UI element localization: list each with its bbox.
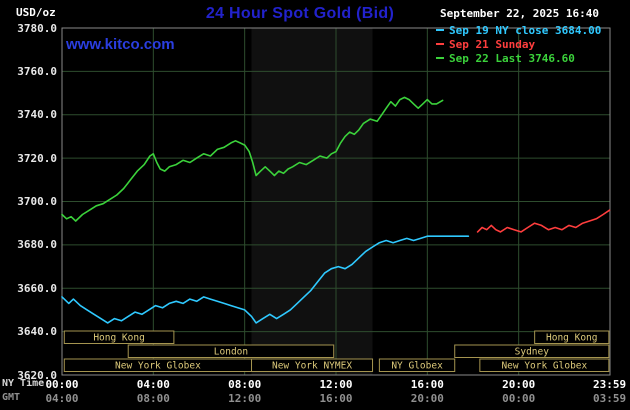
- session-label: New York Globex: [501, 361, 587, 372]
- chart-datetime: September 22, 2025 16:40: [440, 7, 599, 20]
- session-label: Sydney: [515, 347, 550, 358]
- session-box: [127, 344, 335, 358]
- series-line-sep22-last: [61, 96, 444, 222]
- legend-item: Sep 19 NY close 3684.00: [436, 23, 601, 37]
- plot-border: [61, 27, 611, 376]
- session-label: NY Globex: [391, 361, 443, 372]
- session-box: [479, 358, 610, 372]
- legend-marker-icon: [436, 57, 444, 59]
- session-label: London: [214, 347, 248, 358]
- series-line-sep19-ny-close: [61, 235, 470, 324]
- legend-label: Sep 22 Last 3746.60: [449, 51, 575, 65]
- legend-item: Sep 22 Last 3746.60: [436, 51, 601, 65]
- page-title: 24 Hour Spot Gold (Bid): [205, 5, 395, 22]
- session-box: [251, 358, 374, 372]
- legend-label: Sep 21 Sunday: [449, 37, 536, 51]
- unit-label: USD/oz: [16, 6, 56, 19]
- kitco-watermark-link[interactable]: www.kitco.com: [66, 36, 175, 53]
- session-label: New York NYMEX: [272, 361, 352, 372]
- session-label: New York Globex: [115, 361, 201, 372]
- session-box: [378, 358, 456, 372]
- session-label: Hong Kong: [93, 333, 144, 344]
- session-box: [63, 330, 175, 344]
- session-box: [534, 330, 610, 344]
- session-label: Hong Kong: [546, 333, 597, 344]
- series-line-sep21-sunday: [476, 209, 611, 233]
- legend-label: Sep 19 NY close 3684.00: [449, 23, 602, 37]
- legend-marker-icon: [436, 43, 444, 45]
- legend-marker-icon: [436, 29, 444, 31]
- session-box: [454, 344, 610, 358]
- legend-item: Sep 21 Sunday: [436, 37, 601, 51]
- legend: Sep 19 NY close 3684.00 Sep 21 Sunday Sep …: [436, 23, 601, 65]
